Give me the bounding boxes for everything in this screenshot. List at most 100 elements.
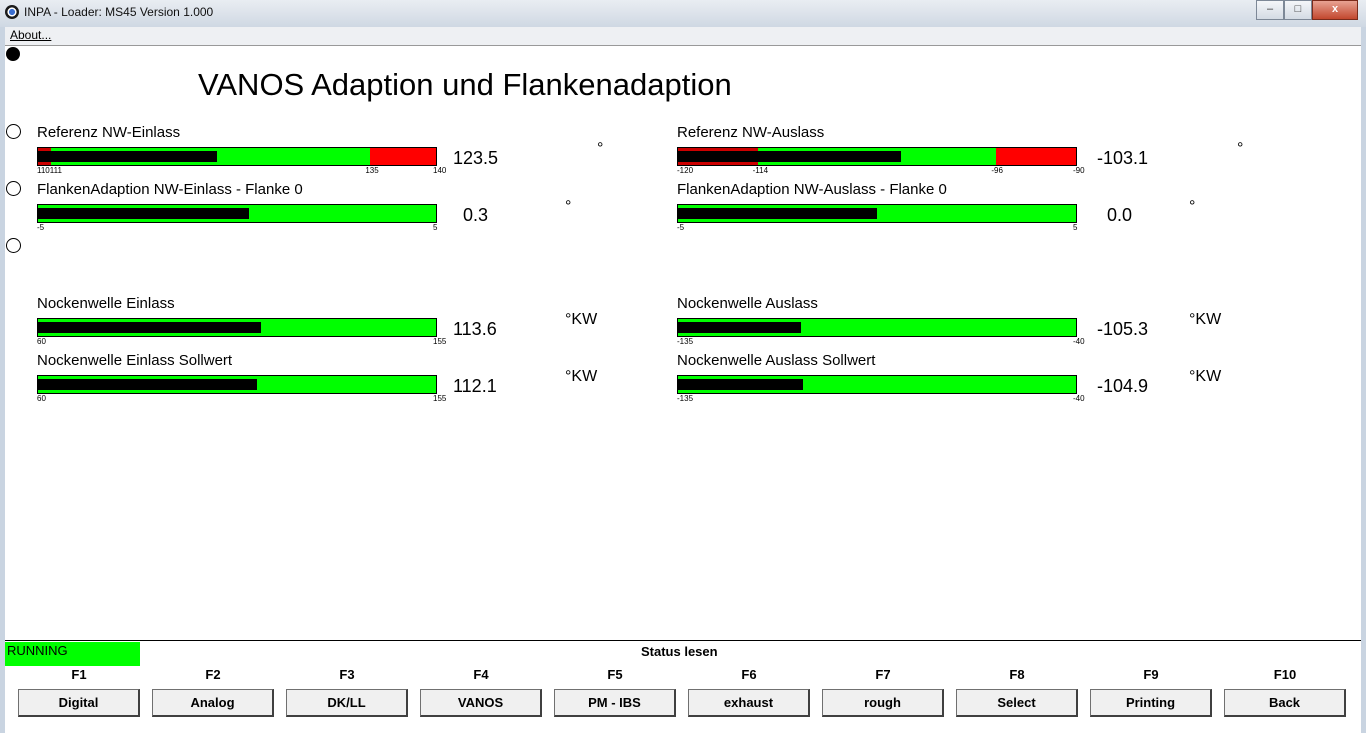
gauge-label: FlankenAdaption NW-Auslass - Flanke 0 bbox=[677, 181, 947, 198]
main-content: VANOS Adaption und Flankenadaption Refer… bbox=[5, 46, 1361, 640]
window-frame-left bbox=[0, 27, 5, 733]
radio-option-1[interactable] bbox=[6, 124, 21, 139]
gauge-fill bbox=[38, 151, 218, 162]
gauge-fill bbox=[678, 322, 802, 333]
gauge-unit: °KW bbox=[565, 311, 598, 328]
gauge-bar bbox=[37, 204, 437, 223]
gauge-referenz-nw-einlass: Referenz NW-Einlass 110111 135 140 123.5 ° bbox=[37, 124, 657, 180]
gauge-label: Nockenwelle Einlass bbox=[37, 295, 175, 312]
fkey-label-f3: F3 bbox=[339, 667, 355, 682]
gauge-bar bbox=[677, 375, 1077, 394]
gauge-tick-label: 110111 bbox=[37, 166, 62, 175]
fkey-label-f6: F6 bbox=[741, 667, 757, 682]
gauge-bar bbox=[677, 204, 1077, 223]
gauge-tick-label: -5 bbox=[677, 223, 685, 232]
gauge-tick-label: 140 bbox=[433, 166, 447, 175]
gauge-tick-label: -120 bbox=[677, 166, 694, 175]
gauge-value: -103.1 bbox=[1097, 148, 1149, 168]
minimize-button[interactable]: – bbox=[1256, 0, 1284, 20]
gauge-tick-label: 155 bbox=[433, 394, 447, 403]
gauge-limit-zone bbox=[370, 148, 436, 165]
radio-option-2[interactable] bbox=[6, 181, 21, 196]
gauge-unit: ° bbox=[1189, 198, 1196, 215]
fkey-label-f2: F2 bbox=[205, 667, 221, 682]
gauge-bar bbox=[37, 147, 437, 166]
gauge-tick-label: -96 bbox=[991, 166, 1003, 175]
gauge-bar bbox=[677, 318, 1077, 337]
gauge-tick-label: 60 bbox=[37, 394, 46, 403]
window-frame-right bbox=[1361, 27, 1366, 733]
gauge-tick-label: 155 bbox=[433, 337, 447, 346]
gauge-label: Nockenwelle Einlass Sollwert bbox=[37, 352, 233, 369]
bmw-logo-icon bbox=[5, 5, 19, 19]
gauge-tick-label: -90 bbox=[1073, 166, 1085, 175]
gauge-tick-label: 5 bbox=[1073, 223, 1078, 232]
gauge-label: Nockenwelle Auslass bbox=[677, 295, 818, 312]
gauge-fill bbox=[38, 379, 257, 390]
fkey-label-f10: F10 bbox=[1273, 667, 1297, 682]
fkey-button-analog[interactable]: Analog bbox=[152, 689, 274, 717]
gauge-limit-zone bbox=[996, 148, 1076, 165]
fkey-button-pm-ibs[interactable]: PM - IBS bbox=[554, 689, 676, 717]
fkey-button-vanos[interactable]: VANOS bbox=[420, 689, 542, 717]
gauge-value: -105.3 bbox=[1097, 319, 1149, 339]
menu-bar: About... bbox=[5, 27, 1361, 46]
gauge-flankenadaption-einlass: FlankenAdaption NW-Einlass - Flanke 0 -5 5… bbox=[37, 181, 657, 237]
gauge-nockenwelle-auslass: Nockenwelle Auslass -135 -40 -105.3 °KW bbox=[677, 295, 1297, 351]
window-titlebar: INPA - Loader: MS45 Version 1.000 – □ x bbox=[0, 0, 1366, 28]
gauge-value: -104.9 bbox=[1097, 376, 1149, 396]
gauge-value: 112.1 bbox=[453, 376, 497, 396]
gauge-nockenwelle-einlass: Nockenwelle Einlass 60 155 113.6 °KW bbox=[37, 295, 657, 351]
fkey-button-select[interactable]: Select bbox=[956, 689, 1078, 717]
fkey-label-f7: F7 bbox=[875, 667, 891, 682]
gauge-label: Referenz NW-Auslass bbox=[677, 124, 825, 141]
window-title: INPA - Loader: MS45 Version 1.000 bbox=[24, 5, 214, 19]
running-indicator: RUNNING bbox=[5, 642, 140, 666]
gauge-unit: °KW bbox=[1189, 368, 1222, 385]
gauge-tick-label: 135 bbox=[365, 166, 379, 175]
menu-about[interactable]: About... bbox=[10, 28, 52, 42]
gauge-fill bbox=[678, 151, 901, 162]
radio-option-3[interactable] bbox=[6, 238, 21, 253]
window-controls: – □ x bbox=[1256, 0, 1358, 20]
fkey-label-f1: F1 bbox=[71, 667, 87, 682]
indicator-dot bbox=[6, 47, 20, 61]
gauge-label: FlankenAdaption NW-Einlass - Flanke 0 bbox=[37, 181, 303, 198]
gauge-nockenwelle-auslass-sollwert: Nockenwelle Auslass Sollwert -135 -40 -104.… bbox=[677, 352, 1297, 408]
gauge-value: 0.3 bbox=[463, 205, 489, 225]
status-bar: RUNNING Status lesen F1 Digital F2 Analog F3… bbox=[5, 640, 1361, 734]
fkey-button-back[interactable]: Back bbox=[1224, 689, 1346, 717]
gauge-referenz-nw-auslass: Referenz NW-Auslass -120 -114 -96 -90 -103.1 ° bbox=[677, 124, 1297, 180]
gauge-tick-label: 5 bbox=[433, 223, 438, 232]
gauge-value: 113.6 bbox=[453, 319, 497, 339]
fkey-label-f8: F8 bbox=[1009, 667, 1025, 682]
fkey-button-rough[interactable]: rough bbox=[822, 689, 944, 717]
fkey-label-f5: F5 bbox=[607, 667, 623, 682]
gauge-fill bbox=[678, 379, 804, 390]
fkey-button-exhaust[interactable]: exhaust bbox=[688, 689, 810, 717]
gauge-flankenadaption-auslass: FlankenAdaption NW-Auslass - Flanke 0 -5 5… bbox=[677, 181, 1297, 237]
gauge-fill bbox=[678, 208, 877, 219]
gauge-bar bbox=[677, 147, 1077, 166]
gauge-label: Nockenwelle Auslass Sollwert bbox=[677, 352, 876, 369]
gauge-nockenwelle-einlass-sollwert: Nockenwelle Einlass Sollwert 60 155 112.1 °K… bbox=[37, 352, 657, 408]
gauge-tick-label: -40 bbox=[1073, 337, 1085, 346]
maximize-button[interactable]: □ bbox=[1284, 0, 1312, 20]
fkey-button-dk-ll[interactable]: DK/LL bbox=[286, 689, 408, 717]
gauge-fill bbox=[38, 208, 249, 219]
gauge-tick-label: -135 bbox=[677, 394, 694, 403]
gauge-tick-label: -114 bbox=[752, 166, 769, 175]
gauge-unit: °KW bbox=[1189, 311, 1222, 328]
close-button[interactable]: x bbox=[1312, 0, 1358, 20]
gauge-unit: °KW bbox=[565, 368, 598, 385]
fkey-button-digital[interactable]: Digital bbox=[18, 689, 140, 717]
gauge-value: 123.5 bbox=[453, 148, 499, 168]
fkey-button-printing[interactable]: Printing bbox=[1090, 689, 1212, 717]
gauge-unit: ° bbox=[597, 140, 604, 157]
gauge-unit: ° bbox=[565, 198, 572, 215]
page-title: VANOS Adaption und Flankenadaption bbox=[198, 67, 732, 102]
gauge-tick-label: -135 bbox=[677, 337, 694, 346]
gauge-value: 0.0 bbox=[1107, 205, 1133, 225]
gauge-label: Referenz NW-Einlass bbox=[37, 124, 181, 141]
gauge-bar bbox=[37, 318, 437, 337]
